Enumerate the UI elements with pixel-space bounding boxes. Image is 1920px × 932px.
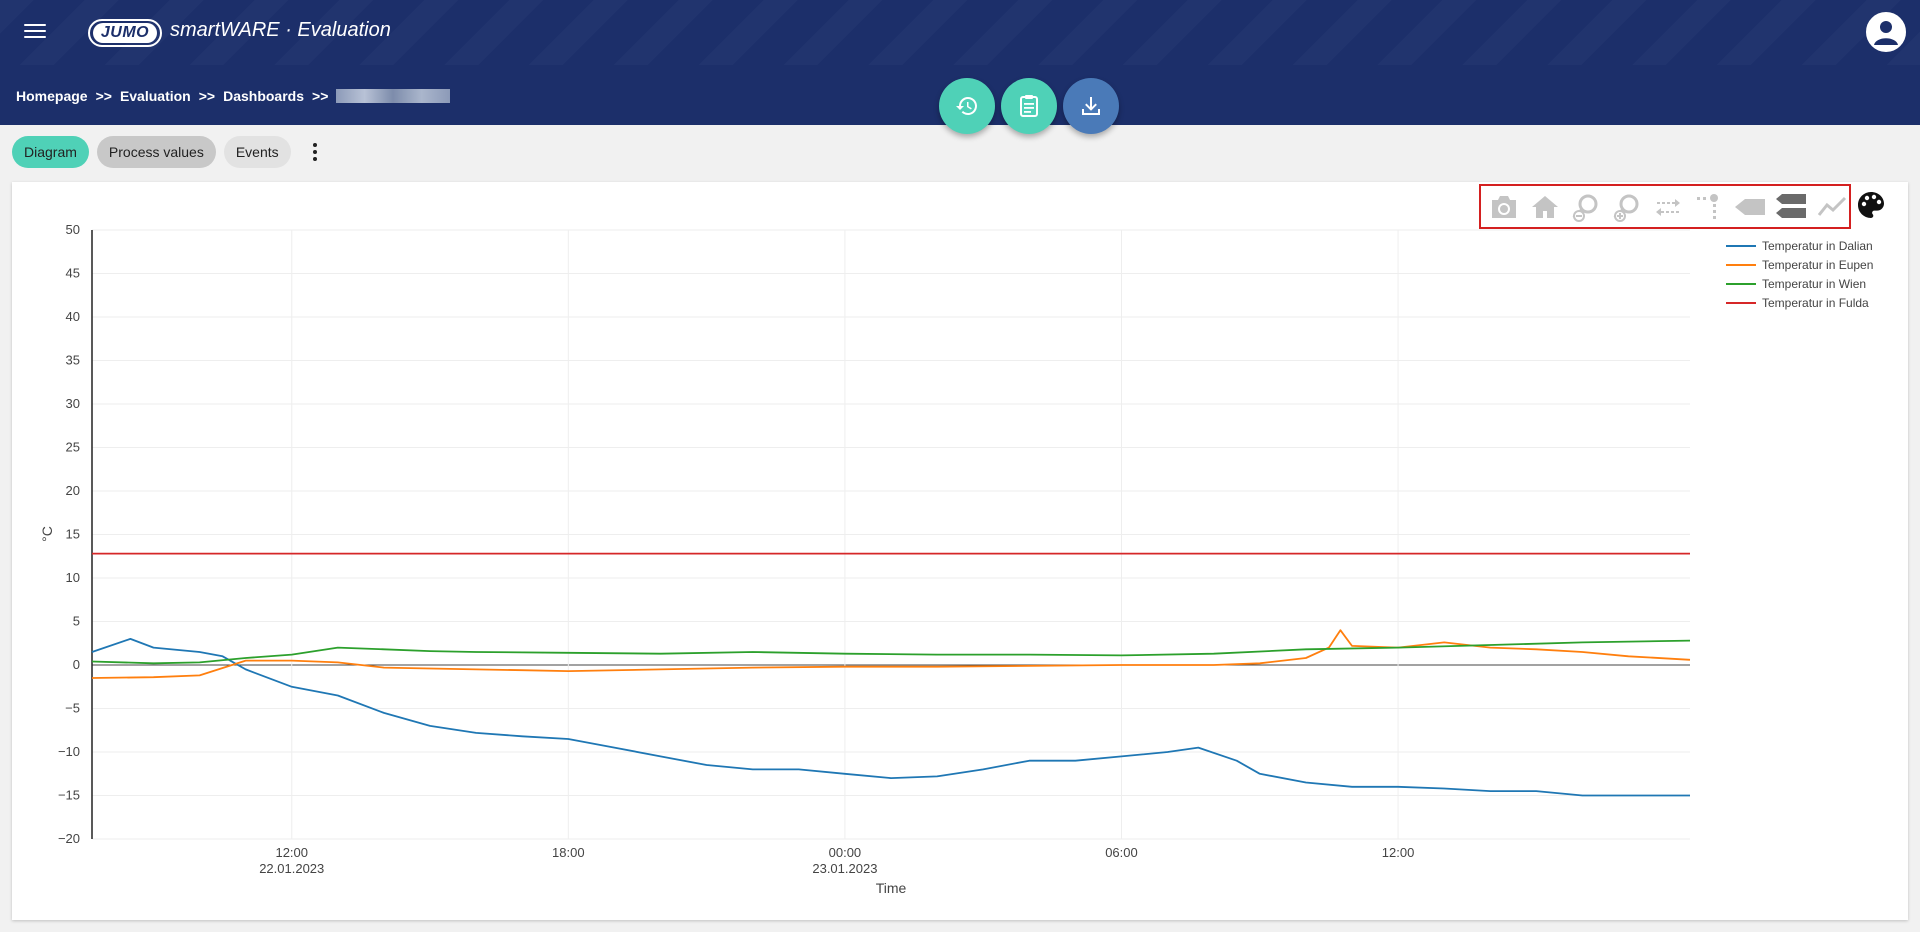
- x-tick-label: 06:00: [1105, 845, 1138, 860]
- y-tick-label: 15: [66, 527, 80, 542]
- chart-grid: [92, 229, 1690, 840]
- series-line-temperatur-in-dalian: [91, 638, 1690, 797]
- chart-series: [91, 552, 1691, 797]
- x-tick-label: 18:00: [552, 845, 585, 860]
- legend-label: Temperatur in Fulda: [1762, 295, 1869, 310]
- y-tick-label: −5: [65, 701, 80, 716]
- chart-modebar: [1479, 184, 1851, 229]
- chart-panel: [12, 182, 1908, 920]
- zoom-in-icon[interactable]: [1610, 190, 1644, 224]
- chart-legend: Temperatur in Dalian Temperatur in Eupen T…: [1726, 236, 1873, 312]
- breadcrumb-dashboards[interactable]: Dashboards: [223, 88, 305, 104]
- breadcrumb-homepage[interactable]: Homepage: [16, 88, 88, 104]
- legend-swatch: [1726, 301, 1756, 304]
- history-button[interactable]: [939, 78, 995, 134]
- x-tick-label: 12:00: [1382, 845, 1415, 860]
- hover-closest-icon[interactable]: [1733, 190, 1767, 224]
- legend-swatch: [1726, 244, 1756, 247]
- camera-icon[interactable]: [1487, 190, 1521, 224]
- y-axis-title: °C: [39, 526, 55, 542]
- breadcrumb: Homepage >> Evaluation >> Dashboards >>: [16, 88, 451, 104]
- x-tick-label: 00:00: [829, 845, 862, 860]
- tab-process-values[interactable]: Process values: [96, 136, 216, 168]
- breadcrumb-separator: >>: [198, 88, 216, 104]
- y-tick-label: −20: [58, 831, 80, 846]
- y-tick-label: −10: [58, 744, 80, 759]
- y-tick-label: 50: [66, 222, 80, 237]
- legend-item[interactable]: Temperatur in Dalian: [1726, 236, 1873, 255]
- logo-text: JUMO: [93, 23, 157, 43]
- breadcrumb-separator: >>: [312, 88, 329, 104]
- user-avatar-icon[interactable]: [1866, 12, 1906, 52]
- y-tick-label: −15: [58, 788, 80, 803]
- series-line-temperatur-in-wien: [91, 639, 1691, 665]
- legend-label: Temperatur in Wien: [1762, 276, 1867, 291]
- legend-label: Temperatur in Eupen: [1762, 257, 1874, 272]
- y-tick-label: 25: [66, 440, 80, 455]
- zoom-out-icon[interactable]: [1569, 190, 1603, 224]
- history-icon: [956, 97, 977, 115]
- y-tick-label: 40: [66, 309, 80, 324]
- legend-item[interactable]: Temperatur in Eupen: [1726, 255, 1873, 274]
- breadcrumb-evaluation[interactable]: Evaluation: [119, 88, 191, 104]
- legend-label: Temperatur in Dalian: [1762, 238, 1873, 253]
- hamburger-menu-icon[interactable]: [24, 20, 46, 42]
- chart-axes: 50454035302520151050−5−10−15−2012:0022.0…: [58, 222, 1414, 876]
- spike-lines-icon[interactable]: [1692, 190, 1726, 224]
- download-icon: [1082, 97, 1100, 115]
- breadcrumb-current-redacted: [336, 89, 451, 103]
- app-title: smartWARE · Evaluation: [170, 19, 391, 41]
- line-style-icon[interactable]: [1815, 190, 1849, 224]
- tab-diagram[interactable]: Diagram: [12, 136, 89, 168]
- x-tick-date-label: 22.01.2023: [259, 861, 324, 876]
- legend-swatch: [1726, 263, 1756, 266]
- top-app-bar: JUMO smartWARE · Evaluation: [0, 0, 1920, 65]
- y-tick-label: 10: [66, 570, 80, 585]
- legend-swatch: [1726, 282, 1756, 285]
- view-tabs: Diagram Process values Events: [12, 136, 327, 168]
- x-tick-date-label: 23.01.2023: [812, 861, 877, 876]
- hover-compare-icon[interactable]: [1774, 190, 1808, 224]
- clipboard-button[interactable]: [1001, 78, 1057, 134]
- y-tick-label: 5: [73, 614, 80, 629]
- y-tick-label: 20: [66, 483, 80, 498]
- breadcrumb-separator: >>: [95, 88, 112, 104]
- clipboard-icon: [1020, 95, 1038, 117]
- series-line-temperatur-in-eupen: [91, 629, 1691, 679]
- x-tick-label: 12:00: [275, 845, 308, 860]
- download-button[interactable]: [1063, 78, 1119, 134]
- pan-icon[interactable]: [1651, 190, 1685, 224]
- y-tick-label: 45: [66, 266, 80, 281]
- home-icon[interactable]: [1528, 190, 1562, 224]
- jumo-logo: JUMO: [88, 19, 162, 47]
- y-tick-label: 30: [66, 396, 80, 411]
- legend-item[interactable]: Temperatur in Wien: [1726, 274, 1873, 293]
- y-tick-label: 35: [66, 353, 80, 368]
- more-options-icon[interactable]: [303, 136, 327, 168]
- x-axis-title: Time: [876, 880, 907, 896]
- palette-icon[interactable]: [1854, 188, 1888, 222]
- tab-events[interactable]: Events: [223, 136, 291, 168]
- legend-item[interactable]: Temperatur in Fulda: [1726, 293, 1873, 312]
- y-tick-label: 0: [73, 657, 80, 672]
